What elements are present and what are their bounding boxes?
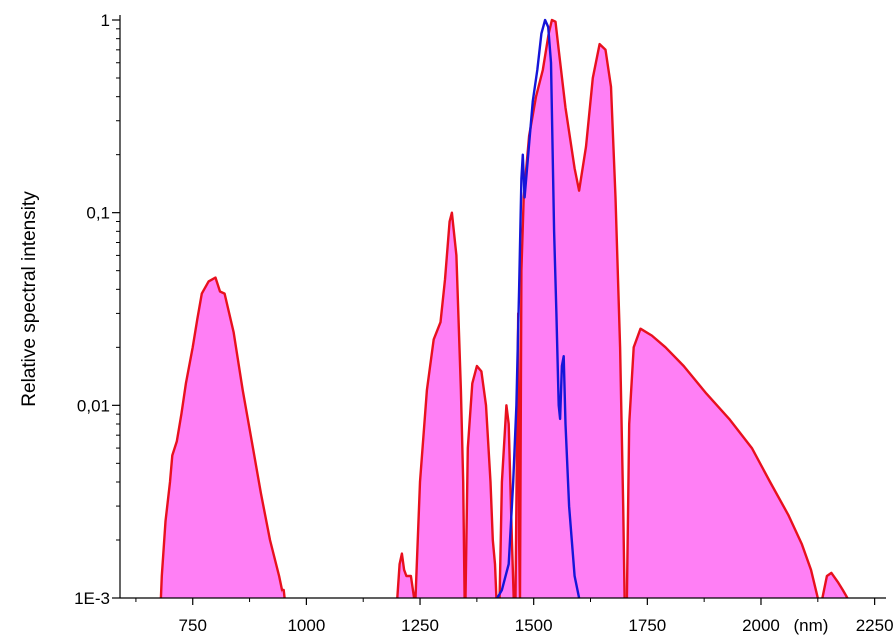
x-tick-label: 2250 <box>856 616 893 635</box>
y-tick-label: 1 <box>101 11 110 30</box>
series-2-line <box>396 552 416 598</box>
y-tick-label: 0,01 <box>77 396 110 415</box>
y-axis-title: Relative spectral intensity <box>19 191 40 407</box>
series-4-line <box>464 364 498 598</box>
series-1-line <box>281 588 286 598</box>
series-4-fill <box>465 366 497 598</box>
x-tick-label: 2000 <box>742 616 780 635</box>
series-0-fill <box>160 277 284 598</box>
y-tick-label: 1E-3 <box>74 589 110 608</box>
series-3-fill <box>415 212 465 598</box>
x-tick-label: 1750 <box>628 616 666 635</box>
series-layer <box>159 18 849 598</box>
series-0-line <box>159 276 285 598</box>
series-7-fill <box>626 328 818 598</box>
y-tick-label: 0,1 <box>86 204 110 223</box>
x-tick-label: 1500 <box>515 616 553 635</box>
series-8-line <box>821 571 849 598</box>
series-8-fill <box>822 572 848 598</box>
series-6-line <box>514 18 626 598</box>
series-3-line <box>414 211 466 598</box>
series-5-line <box>498 404 515 598</box>
x-tick-label: 750 <box>179 616 207 635</box>
x-axis-unit-label: (nm) <box>794 616 829 635</box>
axes: 750 1000 1250 1500 1750 2000 2250 1E-3 0,01 0,1 1 <box>74 11 893 635</box>
series-9-line <box>496 18 581 598</box>
x-tick-label: 1000 <box>287 616 325 635</box>
series-6-fill <box>515 20 625 598</box>
series-7-line <box>625 327 819 598</box>
x-tick-label: 1250 <box>401 616 439 635</box>
